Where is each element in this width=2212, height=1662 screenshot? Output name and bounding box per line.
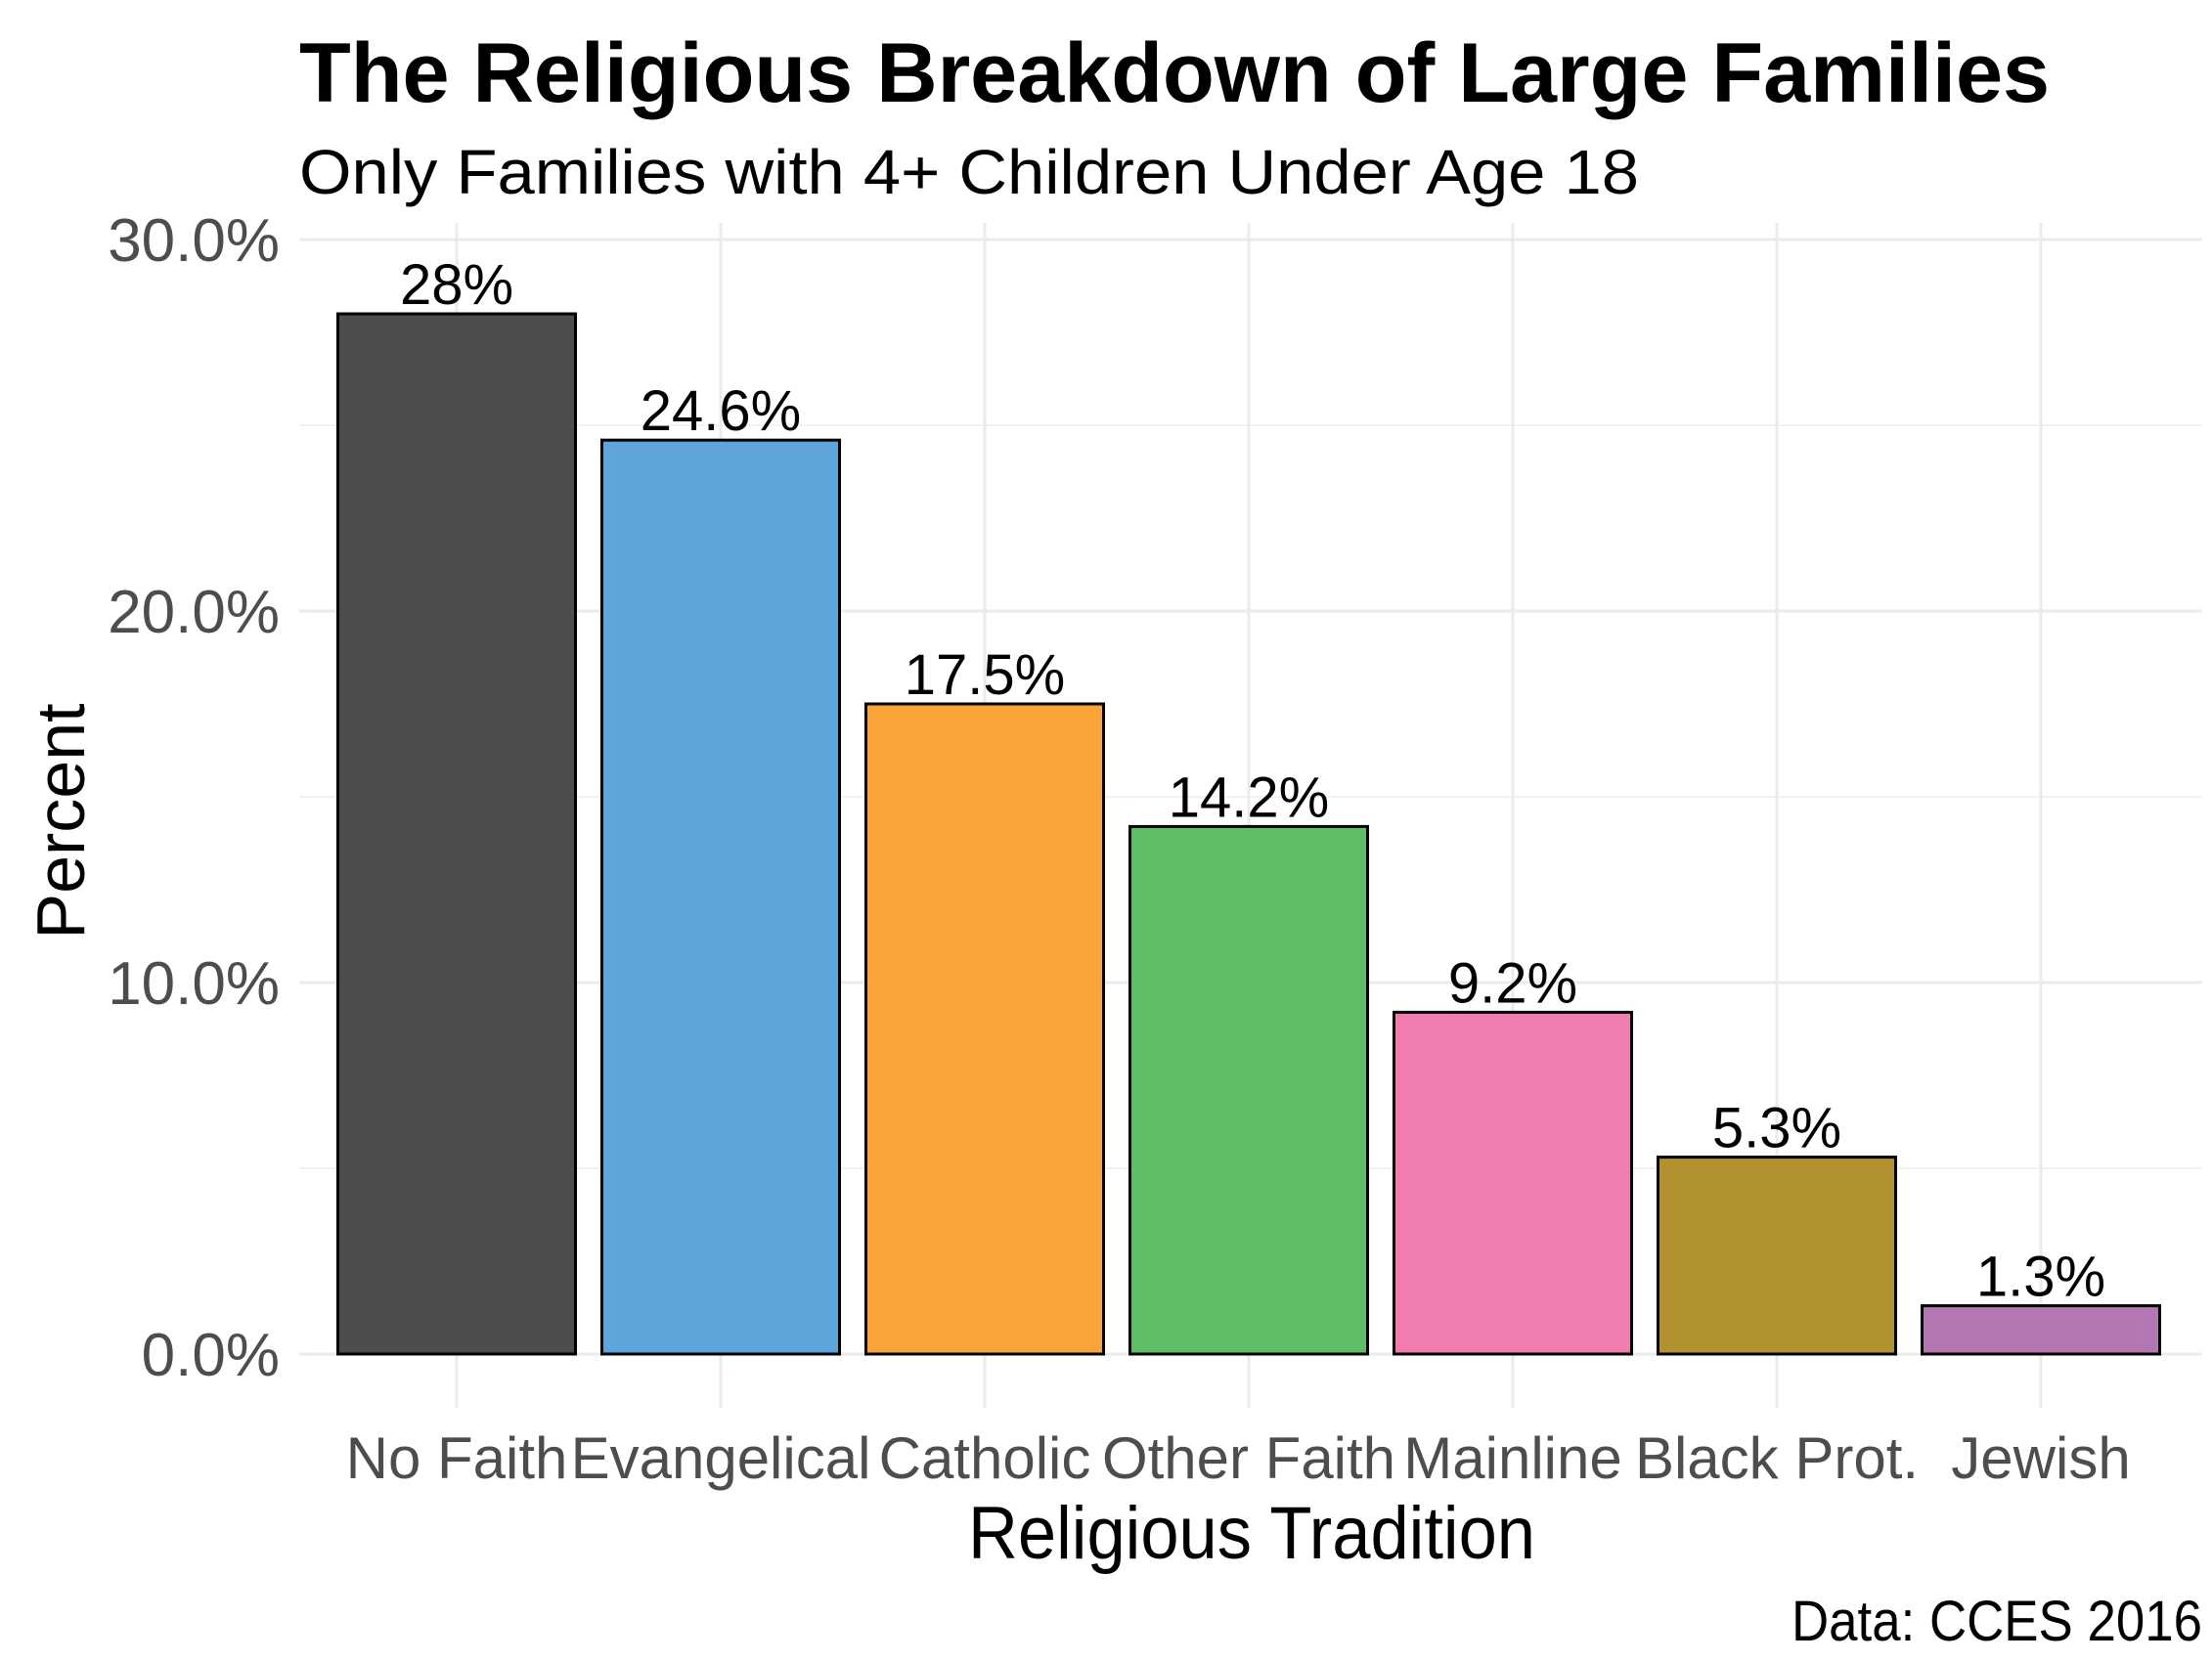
bar-other-faith	[1128, 824, 1369, 1356]
chart-caption: Data: CCES 2016	[1792, 1590, 2202, 1653]
x-tick-label: Other Faith	[1102, 1425, 1395, 1491]
bar-black-prot	[1657, 1156, 1897, 1356]
bar-catholic	[864, 702, 1105, 1356]
bar-mainline	[1393, 1010, 1633, 1356]
x-tick-label: Jewish	[1951, 1425, 2130, 1491]
data-label: 28%	[400, 253, 513, 317]
x-axis-title: Religious Tradition	[968, 1492, 1535, 1575]
x-tick-label: No Faith	[346, 1425, 568, 1491]
data-label: 17.5%	[905, 643, 1065, 707]
y-tick-label: 30.0%	[108, 207, 280, 275]
x-tick-label: Catholic	[879, 1425, 1091, 1491]
x-axis-ticks: No Faith Evangelical Catholic Other Faith Ma…	[346, 1425, 2131, 1491]
bar-evangelical	[600, 438, 841, 1356]
y-axis-ticks: 0.0% 10.0% 20.0% 30.0%	[108, 207, 280, 1389]
data-label: 24.6%	[641, 379, 801, 443]
bar-jewish	[1921, 1304, 2161, 1356]
x-tick-label: Mainline	[1403, 1425, 1621, 1491]
data-label: 5.3%	[1712, 1097, 1841, 1160]
chart-title: The Religious Breakdown of Large Familie…	[299, 26, 2050, 120]
y-axis-title: Percent	[22, 703, 99, 939]
x-tick-label: Evangelical	[571, 1425, 871, 1491]
data-label: 9.2%	[1448, 951, 1577, 1015]
data-label: 1.3%	[1976, 1246, 2105, 1309]
y-tick-label: 10.0%	[108, 950, 280, 1018]
x-tick-label: Black Prot.	[1635, 1425, 1919, 1491]
y-tick-label: 20.0%	[108, 579, 280, 646]
bars	[336, 312, 2161, 1356]
chart-subtitle: Only Families with 4+ Children Under Age…	[299, 137, 1639, 207]
data-labels: 28% 24.6% 17.5% 14.2% 9.2% 5.3% 1.3%	[400, 253, 2105, 1309]
y-tick-label: 0.0%	[142, 1322, 280, 1389]
bar-no-faith	[336, 312, 577, 1356]
data-label: 14.2%	[1169, 765, 1329, 829]
